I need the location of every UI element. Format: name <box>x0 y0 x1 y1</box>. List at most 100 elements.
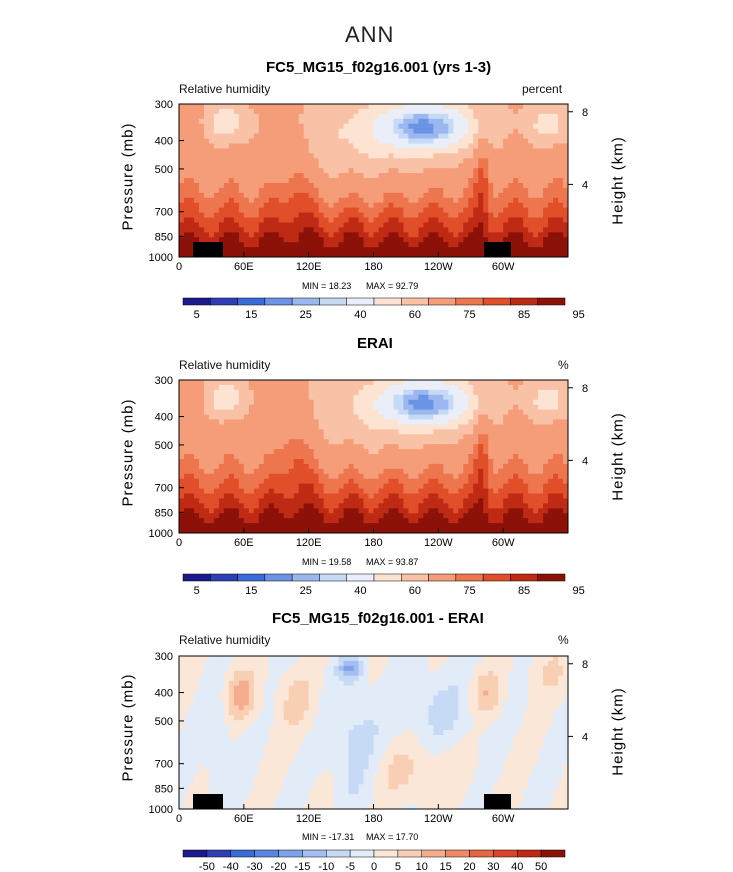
field-cell <box>183 237 190 243</box>
field-cell <box>273 473 280 480</box>
y-tick-label: 400 <box>155 136 173 148</box>
field-cell <box>183 123 190 130</box>
field-cell <box>448 444 454 450</box>
field-cell <box>423 468 429 475</box>
colorbar-swatch <box>510 573 538 582</box>
field-cell <box>473 222 479 228</box>
field-cell <box>478 227 484 233</box>
field-cell <box>318 252 325 258</box>
field-cell <box>183 478 190 485</box>
field-cell <box>358 414 364 420</box>
field-cell <box>298 113 305 120</box>
field-cell <box>463 518 469 524</box>
field-cell <box>543 153 549 159</box>
field-cell <box>368 399 374 406</box>
field-cell <box>478 187 484 194</box>
field-cell <box>233 468 240 475</box>
field-cell <box>553 118 559 125</box>
field-cell <box>528 118 534 125</box>
field-cell <box>558 237 564 243</box>
field-cell <box>218 138 225 144</box>
field-cell <box>273 222 280 228</box>
field-cell <box>398 429 404 435</box>
field-cell <box>358 528 364 534</box>
field-cell <box>473 133 479 139</box>
field-cell <box>438 419 444 425</box>
field-cell <box>528 404 534 411</box>
field-cell <box>193 429 200 435</box>
field-cell <box>473 458 479 465</box>
field-cell <box>368 404 374 411</box>
field-cell <box>548 523 554 529</box>
field-cell <box>438 508 444 514</box>
field-cell <box>503 454 509 460</box>
field-cell <box>338 508 344 514</box>
field-cell <box>538 222 544 228</box>
field-cell <box>538 449 544 455</box>
field-cell <box>333 247 339 253</box>
field-cell <box>268 153 275 159</box>
field-cell <box>388 439 394 445</box>
field-cell <box>243 158 250 164</box>
field-cell <box>233 217 240 223</box>
field-cell <box>293 449 300 455</box>
field-cell <box>303 207 310 213</box>
field-cell <box>433 399 439 406</box>
field-cell <box>278 503 285 509</box>
field-cell <box>398 227 404 233</box>
field-cell <box>283 182 290 189</box>
field-cell <box>498 148 504 154</box>
field-cell <box>478 528 484 534</box>
field-cell <box>488 158 494 164</box>
field-cell <box>198 503 205 509</box>
panel-1-title: FC5_MG15_f02g16.001 (yrs 1-3) <box>266 59 492 76</box>
field-cell <box>183 187 190 194</box>
field-cell <box>323 108 330 115</box>
field-cell <box>438 414 444 420</box>
field-cell <box>493 473 499 480</box>
field-cell <box>293 429 300 435</box>
field-cell <box>403 449 409 455</box>
field-cell <box>298 483 305 489</box>
field-cell <box>263 232 270 238</box>
field-cell <box>343 202 349 209</box>
field-cell <box>483 488 489 494</box>
field-cell <box>318 242 325 248</box>
field-cell <box>463 128 469 135</box>
field-cell <box>333 414 339 420</box>
field-cell <box>198 138 205 144</box>
field-cell <box>218 439 225 445</box>
field-cell <box>183 380 190 386</box>
field-cell <box>488 528 494 534</box>
field-cell <box>443 163 449 169</box>
field-cell <box>213 173 220 179</box>
field-cell <box>398 178 404 184</box>
field-cell <box>478 108 484 115</box>
field-cell <box>363 380 369 386</box>
field-cell <box>458 113 464 120</box>
field-cell <box>268 232 275 238</box>
field-cell <box>468 473 474 480</box>
field-cell <box>233 182 240 189</box>
field-cell <box>473 488 479 494</box>
field-cell <box>223 227 230 233</box>
field-cell <box>273 173 280 179</box>
field-cell <box>338 148 344 154</box>
field-cell <box>558 104 564 110</box>
field-cell <box>418 394 424 401</box>
field-cell <box>283 419 290 425</box>
field-cell <box>308 207 315 213</box>
field-cell <box>318 394 325 401</box>
field-cell <box>278 118 285 125</box>
field-cell <box>243 168 250 174</box>
field-cell <box>343 473 349 480</box>
field-cell <box>208 232 215 238</box>
field-cell <box>179 202 185 209</box>
field-cell <box>543 118 549 125</box>
field-cell <box>318 232 325 238</box>
field-cell <box>353 108 359 115</box>
field-cell <box>518 187 524 194</box>
field-cell <box>513 153 519 159</box>
field-cell <box>203 449 210 455</box>
field-cell <box>328 414 335 420</box>
